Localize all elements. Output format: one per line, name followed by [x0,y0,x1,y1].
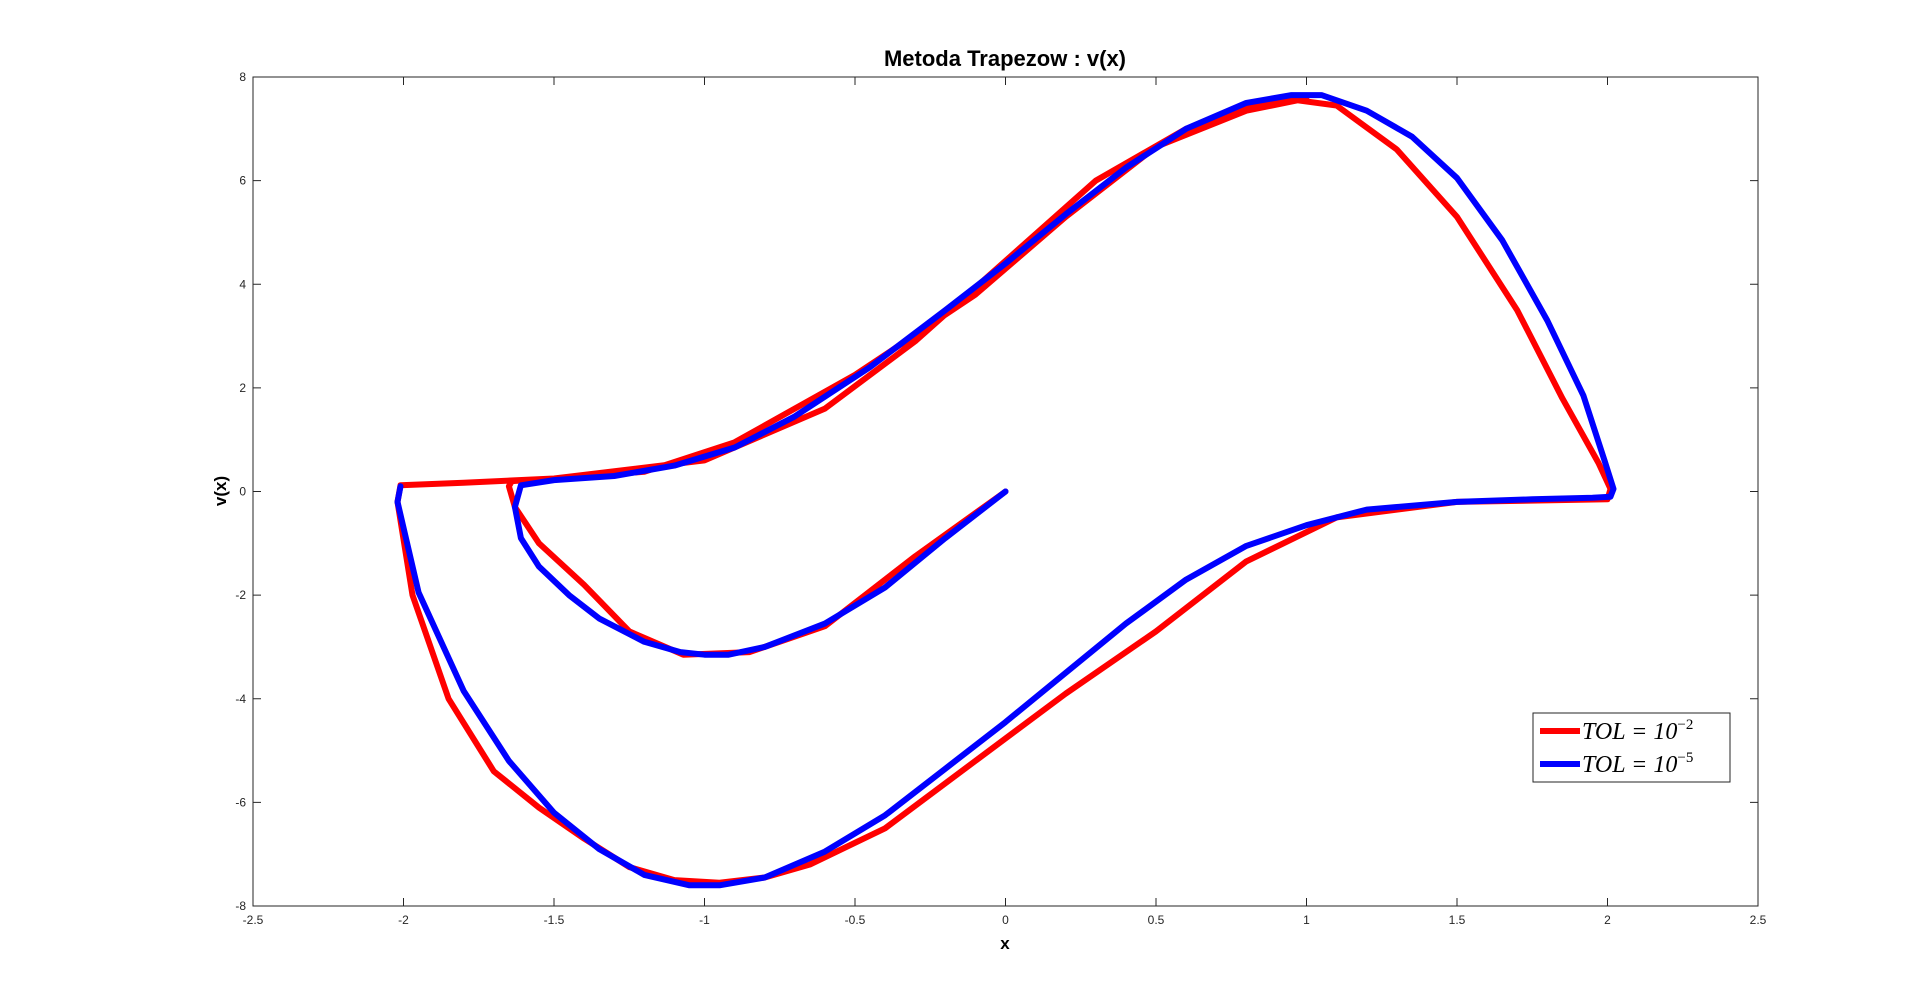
y-tick-label: 8 [239,70,246,84]
x-tick-label: 0.5 [1148,913,1165,927]
legend-label-series-1: TOL = 10−2 [1582,717,1693,745]
x-tick-label: 0 [1002,913,1009,927]
y-tick-label: -4 [235,692,246,706]
y-tick-label: -8 [235,899,246,913]
x-tick-label: -1.5 [544,913,565,927]
x-axis-ticks: -2.5 -2 -1.5 -1 -0.5 0 0.5 1 1.5 2 2.5 [243,77,1767,927]
legend-box [1532,712,1731,783]
series-line-2 [394,92,1617,889]
x-tick-label: -0.5 [845,913,866,927]
series-layer [394,92,1617,889]
x-axis-label: x [1000,934,1010,953]
y-axis-label: v(x) [211,476,230,506]
x-tick-label: -2.5 [243,913,264,927]
y-tick-label: 2 [239,381,246,395]
legend-label-series-2-base: TOL = 10 [1582,752,1677,778]
chart-title: Metoda Trapezow : v(x) [884,46,1126,71]
x-tick-label: 1 [1303,913,1310,927]
legend-label-series-1-base: TOL = 10 [1582,719,1677,745]
legend-label-series-1-exp: −2 [1677,717,1693,733]
y-tick-label: -6 [235,795,246,809]
legend-label-series-2: TOL = 10−5 [1582,750,1693,778]
x-tick-label: 2.5 [1750,913,1767,927]
x-tick-label: -1 [699,913,710,927]
legend-label-series-2-exp: −5 [1677,750,1693,766]
y-tick-label: 0 [239,485,246,499]
y-tick-label: 4 [239,277,246,291]
x-tick-label: -2 [398,913,409,927]
x-tick-label: 1.5 [1449,913,1466,927]
y-axis-ticks: -8 -6 -4 -2 0 2 4 6 8 [235,70,1758,913]
legend: TOL = 10−2 TOL = 10−5 [1532,712,1731,783]
y-tick-label: -2 [235,588,246,602]
x-tick-label: 2 [1604,913,1611,927]
y-tick-label: 6 [239,174,246,188]
